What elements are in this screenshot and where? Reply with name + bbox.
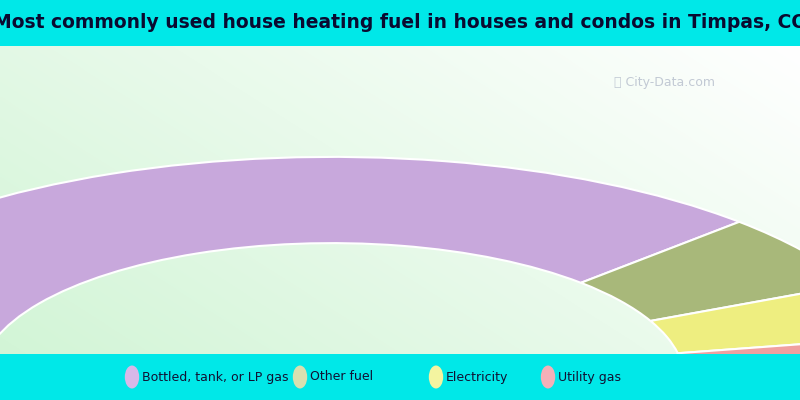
Text: Bottled, tank, or LP gas: Bottled, tank, or LP gas — [142, 370, 288, 384]
Ellipse shape — [125, 366, 139, 388]
Ellipse shape — [293, 366, 307, 388]
Text: Most commonly used house heating fuel in houses and condos in Timpas, CO: Most commonly used house heating fuel in… — [0, 14, 800, 32]
Ellipse shape — [429, 366, 443, 388]
Wedge shape — [678, 337, 800, 379]
Wedge shape — [581, 222, 800, 321]
Text: Utility gas: Utility gas — [558, 370, 621, 384]
Text: Electricity: Electricity — [446, 370, 508, 384]
Text: Other fuel: Other fuel — [310, 370, 373, 384]
Wedge shape — [0, 157, 739, 379]
Ellipse shape — [541, 366, 555, 388]
Wedge shape — [650, 284, 800, 353]
Text: ⓘ City-Data.com: ⓘ City-Data.com — [614, 76, 714, 90]
